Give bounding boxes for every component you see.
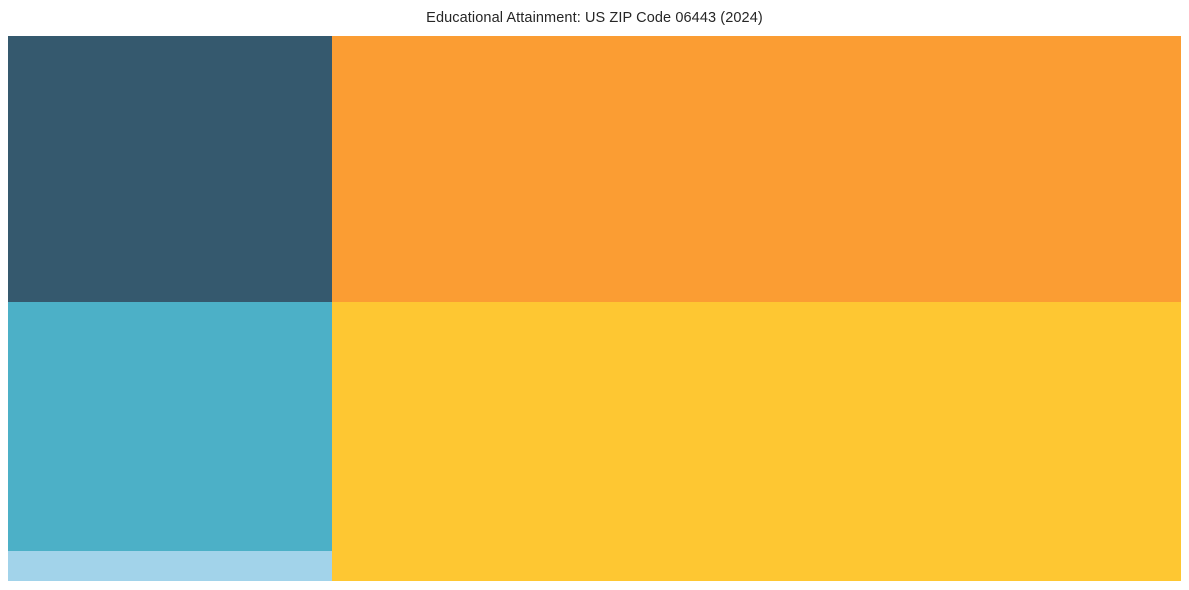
treemap-tile-2[interactable]: Graduate or Professional Degree (8, 302, 332, 551)
chart-title: Educational Attainment: US ZIP Code 0644… (426, 10, 763, 26)
treemap-column-right: High School Graduate Some College or Ass… (332, 36, 1181, 581)
treemap-tile-1[interactable]: Bachelor's Degree (8, 36, 332, 302)
treemap-plot-area: Bachelor's Degree Graduate or Profession… (8, 36, 1181, 581)
treemap-tile-4[interactable]: High School Graduate (332, 36, 1181, 302)
treemap-column-left: Bachelor's Degree Graduate or Profession… (8, 36, 332, 581)
treemap-tile-3[interactable]: Less than High School (8, 551, 332, 581)
treemap-tile-5[interactable]: Some College or Associate's (332, 302, 1181, 581)
